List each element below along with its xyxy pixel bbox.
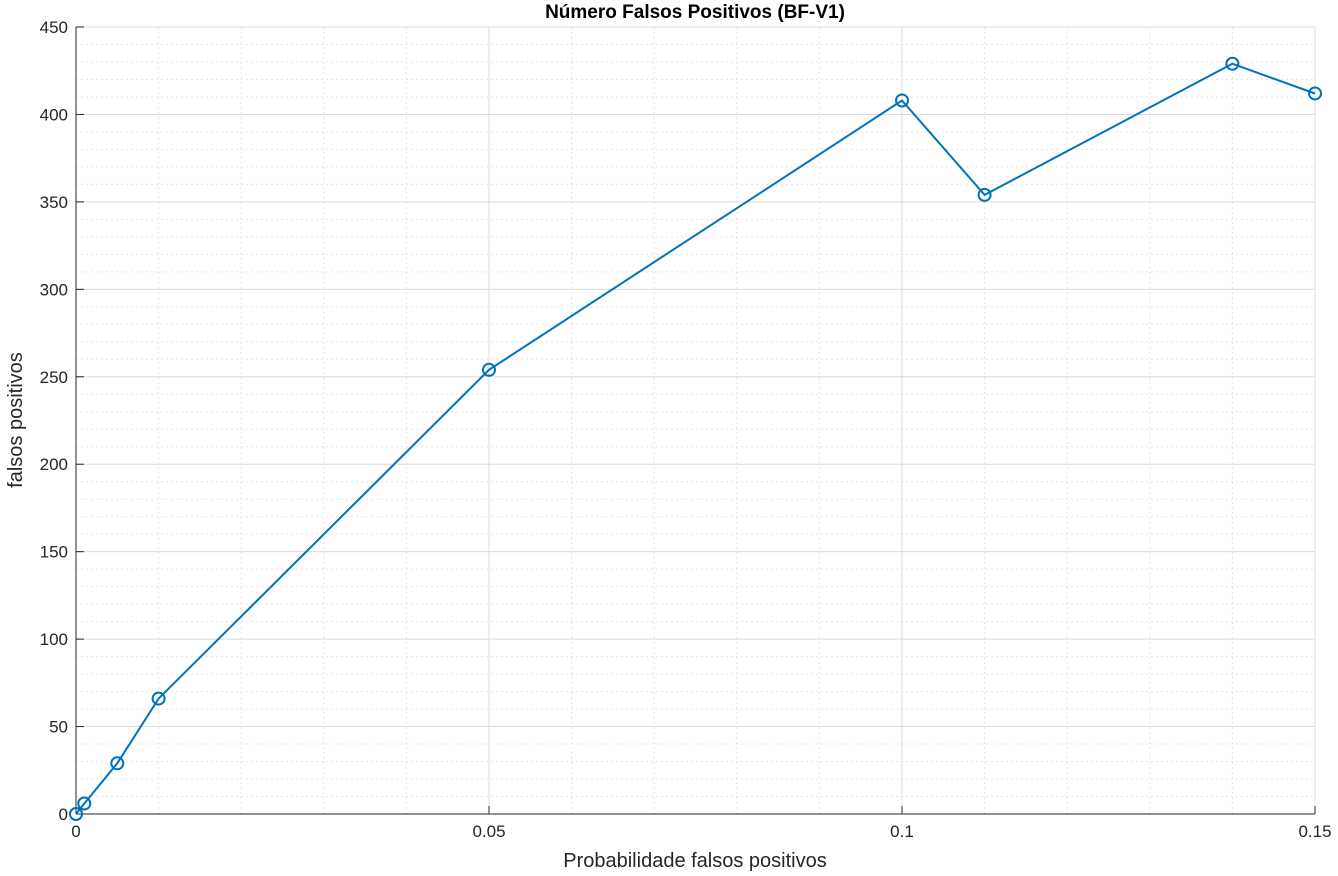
- x-tick-label: 0: [71, 822, 80, 841]
- x-tick-label: 0.05: [472, 822, 505, 841]
- plot-background: [76, 27, 1315, 814]
- y-axis-label: falsos positivos: [5, 352, 27, 488]
- y-tick-label: 250: [40, 368, 68, 387]
- y-tick-label: 400: [40, 105, 68, 124]
- y-tick-label: 450: [40, 18, 68, 37]
- y-tick-label: 350: [40, 193, 68, 212]
- data-point-marker: [77, 796, 92, 811]
- minor-grid: [76, 27, 1315, 814]
- y-tick-label: 300: [40, 280, 68, 299]
- series-layer: [69, 56, 1322, 821]
- data-point-marker: [69, 807, 83, 821]
- y-tick-label: 50: [49, 718, 68, 737]
- y-tick-label: 0: [59, 805, 68, 824]
- data-point-marker: [977, 187, 992, 202]
- data-point-marker: [1308, 86, 1322, 101]
- x-ticks: 0 0.05 0.1 0.15: [71, 806, 1332, 841]
- y-ticks: 0 50 100 150 200 250 300 350 400 450: [40, 18, 84, 824]
- data-point-marker: [151, 691, 166, 706]
- y-tick-label: 150: [40, 543, 68, 562]
- chart-title: Número Falsos Positivos (BF-V1): [545, 2, 845, 23]
- y-tick-label: 100: [40, 630, 68, 649]
- x-tick-label: 0.15: [1298, 822, 1331, 841]
- data-point-marker: [482, 362, 496, 377]
- x-tick-label: 0.1: [890, 822, 914, 841]
- y-tick-label: 200: [40, 455, 68, 474]
- series-line: [75, 62, 1316, 815]
- data-point-marker: [110, 756, 125, 771]
- x-axis-label: Probabilidade falsos positivos: [563, 850, 827, 872]
- axes: [75, 27, 1315, 815]
- data-point-marker: [1225, 56, 1240, 71]
- data-point-marker: [895, 93, 909, 108]
